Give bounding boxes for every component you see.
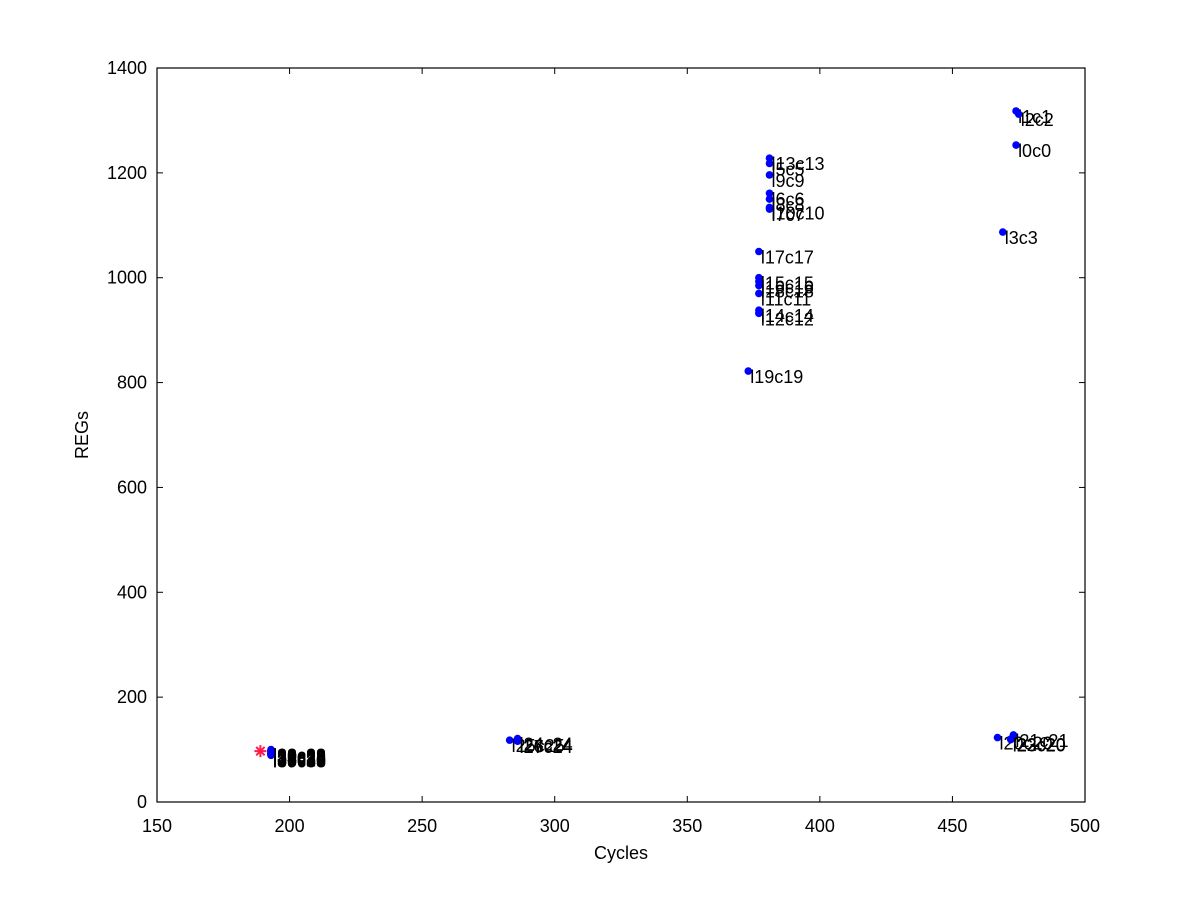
data-point-label: l33c33: [273, 748, 326, 768]
data-point-label: l28c28: [273, 746, 326, 766]
y-tick-label: 0: [137, 792, 147, 812]
data-point-label: l26c24: [520, 737, 573, 757]
data-point-label: l2c2: [1021, 110, 1054, 130]
data-point: [755, 247, 763, 256]
x-axis-title: Cycles: [594, 843, 648, 863]
data-point: [993, 733, 1002, 742]
data-point-label: l39c38: [273, 751, 326, 771]
data-point: [765, 195, 774, 203]
data-point-label: l27c24: [520, 737, 573, 757]
data-point-star: [255, 746, 266, 757]
x-tick-label: 450: [937, 816, 967, 836]
data-point-label: l21c21: [1015, 731, 1068, 751]
data-point-label: l22c20: [1013, 735, 1066, 755]
y-tick-label: 200: [117, 687, 147, 707]
data-point-label: l1c1: [1018, 107, 1051, 127]
y-tick-label: 1000: [107, 268, 147, 288]
data-point-label: l23c20: [1013, 736, 1066, 756]
data-point-label: l6c6: [771, 189, 804, 209]
y-tick-label: 600: [117, 477, 147, 497]
data-point-label: l31c28: [273, 747, 326, 767]
data-point-label: l5c5: [771, 159, 804, 179]
data-point: [744, 367, 753, 375]
x-tick-label: 300: [540, 816, 570, 836]
data-point: [765, 159, 774, 168]
data-point-label: l30c28: [273, 747, 326, 767]
data-point-label: l13c13: [771, 154, 824, 174]
data-point-label: l37c28: [273, 750, 326, 770]
data-point-label: l7c7: [771, 205, 804, 225]
y-tick-label: 1200: [107, 163, 147, 183]
data-point-label: l34c28: [273, 749, 326, 769]
y-tick-label: 1400: [107, 58, 147, 78]
x-tick-label: 150: [142, 816, 172, 836]
data-point-label: l8c8: [771, 195, 804, 215]
data-point: [505, 736, 514, 744]
data-point: [755, 289, 763, 298]
data-point: [765, 205, 774, 213]
data-point: [513, 737, 522, 745]
x-tick-label: 200: [275, 816, 305, 836]
data-point-label: l19c19: [750, 367, 803, 387]
data-point: [1012, 141, 1020, 149]
data-point-label: l9c9: [771, 171, 804, 191]
x-tick-label: 250: [407, 816, 437, 836]
data-point-label: l36c36: [273, 750, 326, 770]
data-point-label: l10c10: [771, 203, 824, 223]
data-point: [1014, 110, 1023, 118]
data-point: [765, 189, 774, 198]
data-point-label: l0c0: [1018, 141, 1051, 161]
data-point: [755, 281, 763, 290]
data-point-label: l24c24: [520, 735, 573, 755]
data-point-label: l16c16: [761, 277, 814, 297]
plot-frame: [156, 67, 1086, 803]
data-point-label: l25c25: [512, 736, 565, 756]
data-point-label: l11c11: [761, 289, 811, 309]
data-point: [755, 309, 763, 318]
data-point-label: l35c28: [273, 749, 326, 769]
y-tick-label: 400: [117, 582, 147, 602]
data-point: [765, 154, 774, 162]
data-point-label: l3c3: [1005, 228, 1038, 248]
data-point-label: l32c28: [273, 748, 326, 768]
data-point: [1006, 735, 1015, 744]
data-point-label: l12c12: [761, 309, 814, 329]
data-point-label: l14c14: [761, 306, 814, 326]
y-tick-label: 800: [117, 373, 147, 393]
x-tick-label: 400: [805, 816, 835, 836]
data-point-label: l38c38: [273, 751, 326, 771]
x-tick-label: 500: [1070, 816, 1100, 836]
data-point: [999, 228, 1007, 236]
y-axis-title: REGs: [72, 411, 92, 459]
data-point-label: l29c29: [273, 746, 326, 766]
data-point-label: l17c17: [761, 248, 814, 268]
data-point-label: l18c18: [761, 282, 814, 302]
data-point-label: l15c15: [761, 274, 814, 294]
data-point: [267, 751, 275, 760]
data-point: [765, 171, 774, 179]
x-tick-label: 350: [672, 816, 702, 836]
